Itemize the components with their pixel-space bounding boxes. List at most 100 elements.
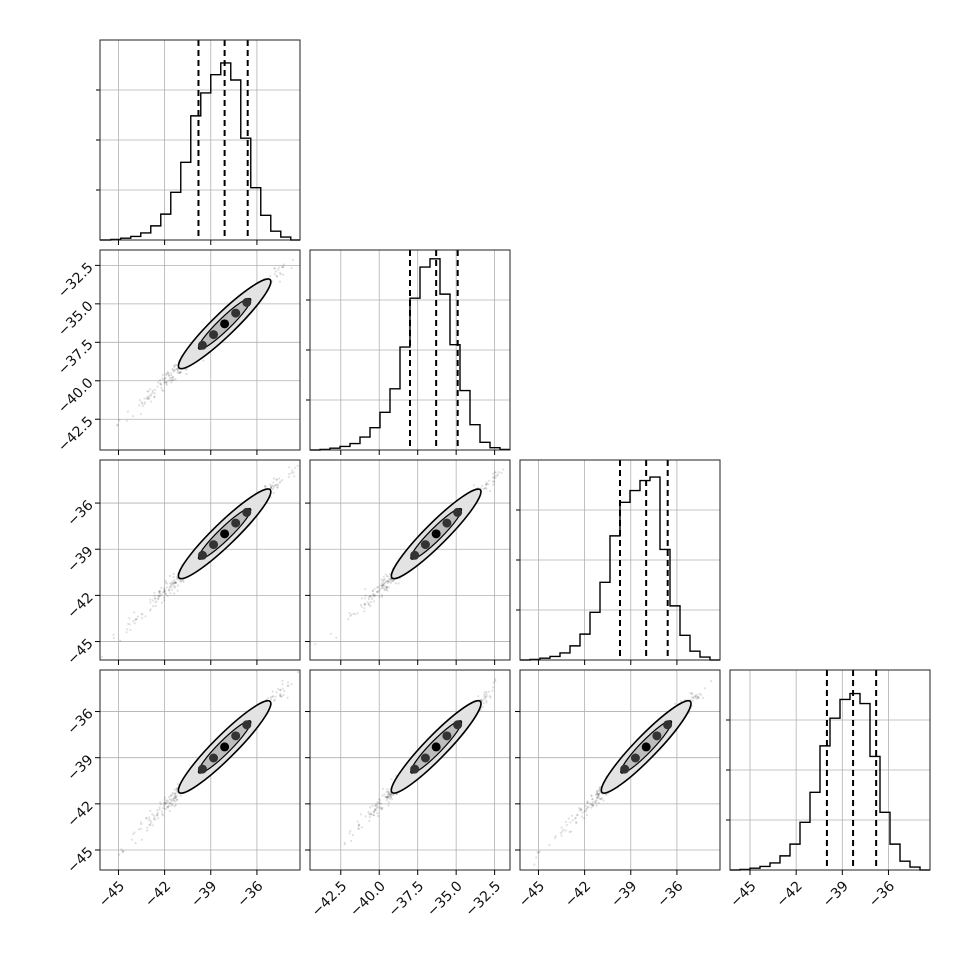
scatter-point — [565, 823, 568, 827]
scatter-point — [281, 265, 284, 269]
density-core — [410, 764, 420, 774]
scatter-point — [296, 671, 300, 674]
scatter-point — [272, 491, 275, 494]
scatter-point — [161, 389, 164, 392]
scatter-point — [151, 813, 154, 816]
scatter-point — [175, 798, 179, 801]
scatter-point — [348, 611, 351, 615]
scatter-point — [287, 475, 290, 479]
scatter-point — [385, 796, 388, 799]
scatter-point — [173, 586, 176, 589]
density-core — [220, 742, 230, 752]
scatter-point — [173, 797, 176, 800]
scatter-point — [165, 582, 168, 585]
scatter-point — [165, 382, 168, 385]
scatter-point — [160, 593, 163, 596]
scatter-point — [177, 371, 180, 375]
scatter-point — [496, 473, 499, 476]
scatter-point — [166, 372, 169, 375]
scatter-point — [357, 824, 360, 828]
scatter-point — [168, 574, 171, 578]
y-tick-label: −42 — [64, 590, 96, 622]
scatter-point — [379, 587, 382, 590]
scatter-point — [163, 589, 166, 593]
y-tick-label: −45 — [64, 636, 96, 668]
scatter-point — [386, 579, 389, 583]
scatter-point — [178, 579, 181, 582]
scatter-point — [277, 268, 280, 271]
scatter-point — [146, 390, 149, 393]
scatter-point — [146, 396, 149, 399]
scatter-point — [278, 280, 282, 283]
scatter-point — [368, 595, 372, 598]
scatter-point — [390, 580, 393, 583]
density-core — [453, 720, 463, 730]
scatter-point — [483, 698, 486, 701]
scatter-point — [483, 693, 486, 696]
x-tick-label: −45 — [96, 878, 128, 910]
scatter-point — [146, 826, 149, 829]
scatter-point — [356, 612, 359, 615]
y-tick-label: −37.5 — [55, 337, 97, 379]
scatter-point — [174, 581, 177, 584]
scatter-point — [279, 273, 282, 276]
scatter-point — [166, 805, 169, 808]
scatter-point — [143, 401, 147, 404]
scatter-point — [149, 823, 152, 826]
scatter-point — [174, 368, 177, 371]
scatter-point — [126, 628, 129, 631]
scatter-point — [500, 471, 503, 475]
scatter-point — [389, 794, 392, 797]
scatter-point — [175, 367, 178, 370]
scatter-point — [378, 798, 381, 801]
scatter-point — [149, 608, 152, 611]
scatter-point — [158, 591, 161, 594]
density-core — [442, 518, 452, 528]
density-core — [231, 731, 241, 741]
scatter-point — [364, 587, 367, 591]
scatter-point — [279, 480, 282, 483]
scatter-point — [168, 586, 171, 589]
scatter-point — [269, 274, 272, 277]
scatter-point — [162, 587, 166, 590]
scatter-point — [168, 809, 171, 813]
scatter-point — [149, 601, 152, 604]
scatter-point — [382, 575, 385, 578]
scatter-point — [559, 832, 562, 835]
scatter-point — [158, 594, 161, 598]
scatter-point — [164, 372, 168, 375]
scatter-point — [155, 600, 158, 603]
scatter-point — [153, 392, 156, 395]
histogram-panel-2 — [306, 249, 511, 455]
scatter-point — [148, 395, 151, 398]
scatter-point — [281, 479, 284, 482]
scatter-point — [274, 484, 278, 487]
scatter-point — [291, 469, 294, 472]
scatter-point — [282, 266, 285, 269]
scatter-point — [493, 471, 496, 474]
scatter-point — [381, 586, 384, 589]
scatter-point — [386, 788, 389, 791]
scatter-point — [494, 474, 497, 477]
scatter-point — [172, 582, 175, 585]
scatter-point — [174, 581, 178, 584]
scatter-point — [491, 480, 494, 483]
x-tick-label: −36 — [234, 878, 266, 910]
scatter-point — [164, 581, 167, 584]
scatter-point — [156, 808, 159, 812]
density-core — [242, 720, 252, 730]
scatter-point — [136, 615, 140, 618]
scatter-point — [173, 579, 176, 582]
scatter-point — [267, 696, 270, 700]
scatter-point — [276, 275, 279, 278]
scatter-point — [372, 814, 375, 817]
density-core — [220, 319, 230, 329]
scatter-point — [145, 397, 149, 400]
scatter-point — [171, 376, 174, 379]
scatter-point — [485, 693, 488, 696]
scatter-point — [273, 698, 277, 701]
scatter-point — [381, 584, 384, 587]
scatter-point — [174, 363, 177, 366]
scatter-point — [352, 612, 355, 615]
scatter-point — [385, 799, 389, 802]
